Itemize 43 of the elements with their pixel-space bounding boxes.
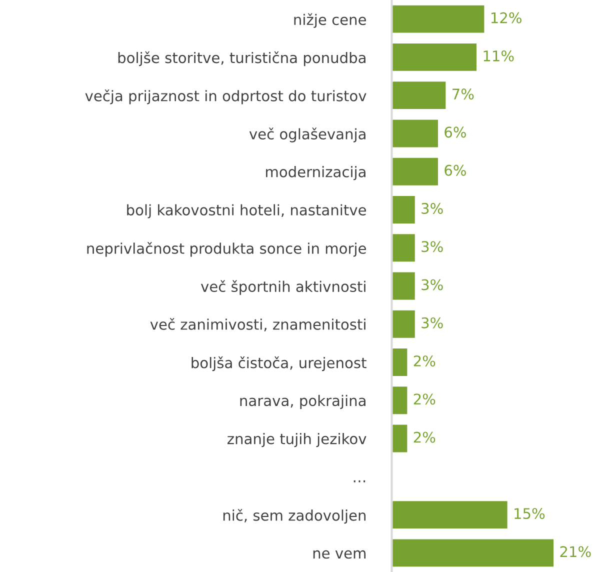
y-tick-label: več oglaševanja xyxy=(249,128,366,142)
data-label: 2% xyxy=(414,394,436,405)
y-tick-label: večja prijaznost in odprtost do turistov xyxy=(85,90,366,104)
data-label: 2% xyxy=(414,355,436,366)
bar xyxy=(392,120,438,148)
y-tick-label: nižje cene xyxy=(294,13,366,28)
y-tick-label: neprivlačnost produkta sonce in morje xyxy=(87,242,366,257)
bar xyxy=(392,539,554,567)
y-tick-label: bolj kakovostni hoteli, nastanitve xyxy=(127,204,366,218)
bar xyxy=(392,5,484,33)
bar xyxy=(392,386,408,414)
bar xyxy=(392,196,415,224)
bar xyxy=(392,272,415,300)
bar xyxy=(392,158,438,186)
y-tick-label: modernizacija xyxy=(266,166,366,180)
bar xyxy=(392,82,446,110)
bar xyxy=(392,310,415,338)
data-label: 3% xyxy=(422,202,443,214)
data-label: 2% xyxy=(414,432,436,443)
y-tick-label: … xyxy=(354,480,366,482)
data-label: 6% xyxy=(444,164,466,176)
y-tick-label: več športnih aktivnosti xyxy=(200,280,366,295)
y-tick-label: več zanimivosti, znamenitosti xyxy=(150,318,366,332)
data-label: 12% xyxy=(491,12,522,24)
y-tick-label: nič, sem zadovoljen xyxy=(223,508,366,524)
y-tick-label: ne vem xyxy=(313,550,366,559)
data-label: 3% xyxy=(422,279,443,290)
data-label: 3% xyxy=(422,241,443,252)
bar xyxy=(392,234,415,262)
y-tick-label: znanje tujih jezikov xyxy=(228,432,366,448)
data-label: 15% xyxy=(514,508,545,520)
bar xyxy=(392,348,408,376)
y-tick-label: narava, pokrajina xyxy=(240,394,366,409)
y-tick-label: boljše storitve, turistična ponudba xyxy=(118,51,366,66)
data-label: 7% xyxy=(452,88,474,100)
bar xyxy=(392,424,408,452)
data-label: 3% xyxy=(422,317,443,328)
y-tick-label: boljša čistoča, urejenost xyxy=(192,356,366,372)
data-label: 11% xyxy=(484,50,514,62)
bar xyxy=(392,501,508,529)
data-label: 21% xyxy=(560,546,591,558)
data-label: 6% xyxy=(444,126,466,138)
bar xyxy=(392,43,476,71)
